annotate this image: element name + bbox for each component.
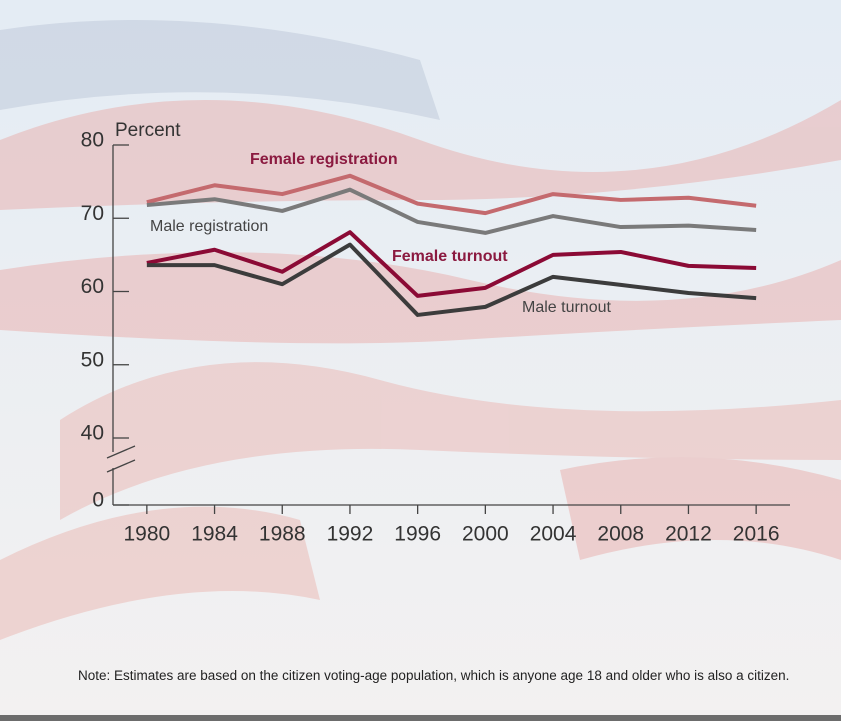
- x-tick-label: 1980: [123, 523, 170, 546]
- bottom-bar: [0, 715, 841, 721]
- axis-break: [106, 459, 136, 473]
- series-line: [146, 173, 757, 216]
- x-tick-label: 2008: [597, 523, 644, 546]
- series-line: [146, 242, 757, 317]
- x-tick-label: 2000: [462, 523, 509, 546]
- axis-break: [106, 445, 136, 459]
- y-tick-label: 80: [81, 129, 104, 152]
- x-tick-label: 2016: [733, 523, 780, 546]
- y-tick-label: 60: [81, 275, 104, 298]
- series-label: Female registration: [250, 151, 398, 168]
- series-line: [146, 230, 757, 298]
- y-tick-label: 40: [81, 422, 104, 445]
- note: Note: Estimates are based on the citizen…: [78, 668, 790, 683]
- y-tick-label: 0: [92, 489, 104, 512]
- y-axis-title: Percent: [115, 120, 181, 141]
- series-label: Female turnout: [392, 248, 508, 265]
- flag-backdrop: [0, 20, 841, 640]
- x-tick-label: 2004: [530, 523, 577, 546]
- x-tick-label: 1984: [191, 523, 238, 546]
- series-label: Male turnout: [522, 299, 611, 316]
- x-tick-label: 1988: [259, 523, 306, 546]
- x-tick-label: 1992: [327, 523, 374, 546]
- y-tick-label: 70: [81, 202, 104, 225]
- y-tick-label: 50: [81, 348, 104, 371]
- x-tick-label: 1996: [394, 523, 441, 546]
- series-label: Male registration: [150, 218, 268, 235]
- x-tick-label: 2012: [665, 523, 712, 546]
- series-line: [146, 187, 757, 235]
